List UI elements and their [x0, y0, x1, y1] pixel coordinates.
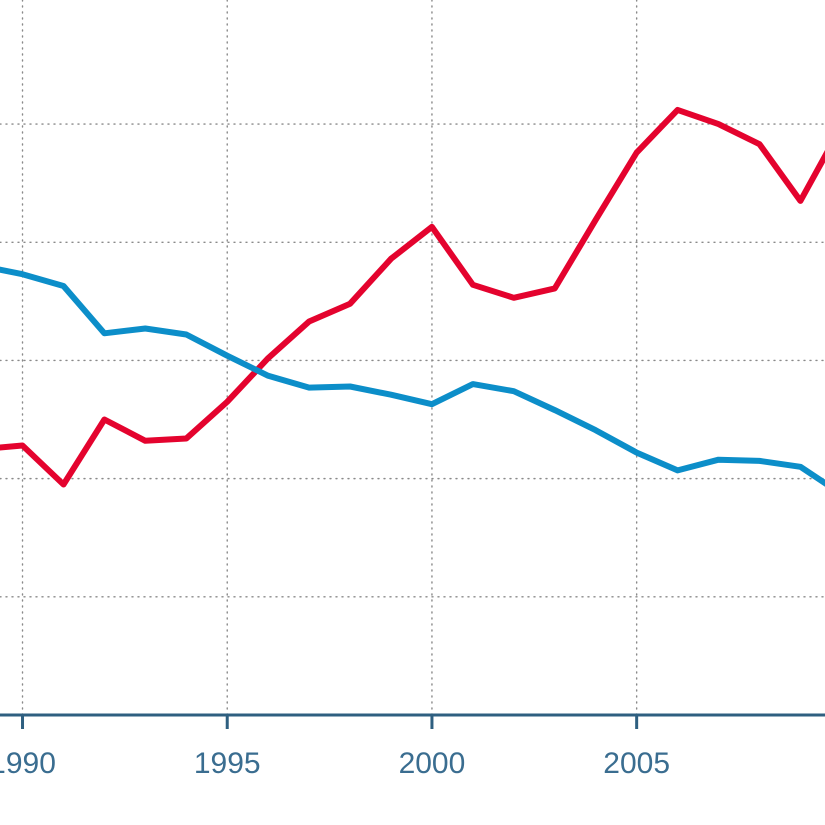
- series-line-red: [0, 106, 825, 488]
- x-tick-label: 2005: [603, 747, 670, 780]
- x-tick-label: 2000: [399, 747, 466, 780]
- series-line-blue: [0, 266, 825, 487]
- series-layer: [0, 106, 825, 488]
- x-tick-label: 1995: [194, 747, 261, 780]
- x-tick-label: 1990: [0, 747, 56, 780]
- gridlines: [0, 0, 825, 716]
- x-axis: 19901995200020052: [0, 713, 825, 780]
